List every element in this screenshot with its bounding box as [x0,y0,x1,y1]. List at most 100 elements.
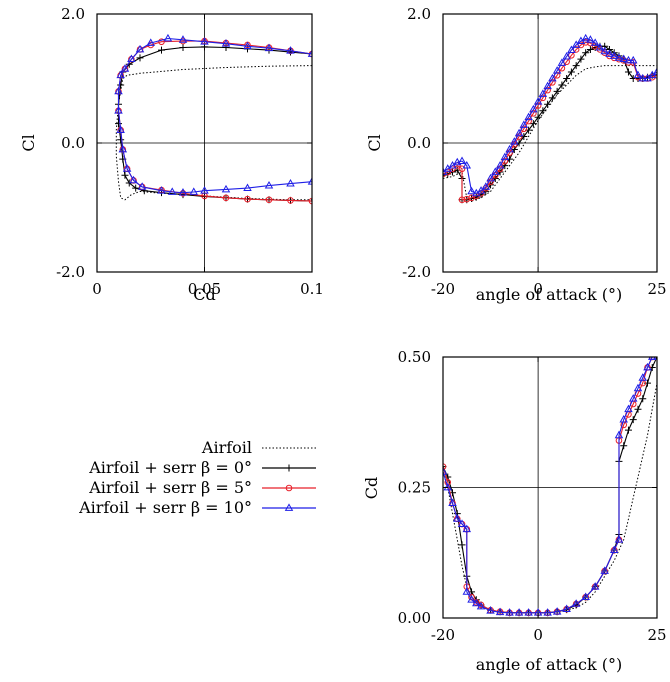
polar-serr0-point [115,120,122,128]
cl-alpha-serr10-point [628,55,638,64]
polar-series-serr10-line [117,37,312,194]
cd-alpha-serr10-point [514,608,524,616]
polar-serr5-point [244,195,251,203]
cl-alpha-serr10-point [476,186,486,194]
polar-panel: 0 0.05 0.1 -2.0 0.0 2.0 Cd Cl [19,5,324,304]
cl-alpha-serr10-point [600,46,609,55]
polar-serr10-point [114,106,123,114]
polar-serr5-point [287,197,294,204]
polar-plot-area [114,33,312,205]
polar-serr5-point [158,38,165,46]
cl-alpha-serr10-point [529,104,538,113]
legend-label-serr0: Airfoil + serr β = 0° [88,458,252,477]
cd-alpha-serr10-point [614,535,624,543]
cd-alpha-series-serr10-line [443,357,657,614]
cd-alpha-series-serr5-markers [443,357,657,617]
cl-alpha-serr0-point [529,120,537,128]
cd-alpha-series-serr0-markers [443,357,657,617]
cd-alpha-serr10-point [472,598,481,607]
cl-alpha-serr10-point [638,73,647,82]
polar-serr10-point [200,186,209,194]
cl-alpha-ytick-label: 0.0 [407,134,431,152]
legend-serr0-marker-icon [285,464,293,472]
cl-alpha-serr0-point [586,45,594,53]
polar-series-serr5-line [117,40,312,202]
legend-entry-airfoil: Airfoil [201,438,316,457]
cl-alpha-serr0-point [567,68,575,76]
polar-serr10-point [167,187,177,195]
polar-serr10-point [157,186,166,194]
polar-ytick-label: 0.0 [61,134,85,152]
cl-alpha-serr0-point [624,68,632,76]
cl-alpha-serr10-point [552,66,562,74]
cl-alpha-serr10-point [609,51,619,59]
cl-alpha-serr10-point [486,173,495,182]
cd-alpha-xlabel: angle of attack (°) [476,655,623,674]
polar-serr10-point [129,175,138,184]
polar-serr10-point [135,44,145,53]
cd-alpha-serr10-point [609,545,619,554]
polar-serr10-point [286,46,295,54]
cd-alpha-serr10-point [448,498,457,507]
polar-xtick-label: 0.1 [300,280,324,298]
cd-alpha-serr10-point [552,607,562,615]
cl-alpha-serr0-point [553,87,561,95]
legend-label-serr5: Airfoil + serr β = 5° [88,478,252,497]
polar-serr5-point [265,196,273,204]
cd-alpha-serr10-point [581,592,590,601]
polar-serr10-point [114,86,123,95]
polar-serr10-point [189,187,199,195]
legend-marker-serr5 [285,484,293,492]
cd-alpha-serr10-point [453,514,462,522]
polar-serr10-point [127,54,136,63]
cl-alpha-serr10-point [633,70,643,79]
cl-alpha-serr10-point [453,157,462,166]
polar-serr0-point [179,44,187,52]
cd-alpha-plot-area [443,357,657,617]
polar-serr10-point [286,179,295,187]
cl-alpha-ylabel: Cl [365,134,384,151]
polar-serr0-point [117,81,125,89]
cl-alpha-serr10-point [524,112,533,121]
polar-serr10-point [178,35,188,43]
cd-alpha-serr10-point [571,599,581,607]
cl-alpha-serr10-point [519,120,529,128]
polar-ylabel: Cl [19,134,38,151]
polar-serr10-point [120,64,130,72]
cd-alpha-serr0-point [624,426,632,434]
cl-alpha-xtick-label: -20 [431,280,455,298]
cd-alpha-ytick-label: 0.25 [398,479,431,497]
cl-alpha-xtick-label: 25 [647,280,666,298]
legend-serr5-marker-icon [285,484,293,492]
cd-alpha-serr10-point [647,357,657,360]
cd-alpha-serr10-point [495,607,505,616]
cl-alpha-serr10-point [548,73,557,82]
cl-alpha-series-serr0-markers [443,42,657,204]
cl-alpha-serr0-point [558,81,566,89]
cd-alpha-zero-lines [443,357,657,618]
cl-alpha-series-serr5-markers [443,39,657,204]
cl-alpha-ytick-label: 2.0 [407,5,431,23]
cl-alpha-serr10-point [619,54,628,63]
polar-xtick-label: 0 [92,280,102,298]
polar-serr10-point [243,41,252,50]
cl-alpha-serr10-point [500,152,510,161]
polar-serr0-point [132,184,140,192]
cl-alpha-ticks: -20 0 25 -2.0 0.0 2.0 [402,5,666,298]
cl-alpha-serr10-point [543,81,552,90]
cl-alpha-serr10-point [457,156,467,164]
cl-alpha-serr10-point [462,160,472,169]
cd-alpha-series-serr0-line [443,357,657,614]
polar-serr5-point [222,194,230,202]
cl-alpha-xlabel: angle of attack (°) [476,285,623,304]
cl-alpha-serr10-point [652,67,657,75]
cl-alpha-serr10-point [562,51,571,60]
cl-alpha-serr10-point [595,42,605,51]
cl-alpha-serr10-point [624,55,633,64]
polar-serr10-point [122,164,132,172]
cl-alpha-series-serr0-line [443,45,657,201]
legend-entry-serr10: Airfoil + serr β = 10° [78,498,316,517]
cd-alpha-serr0-point [629,416,637,424]
polar-xtick-label: 0.05 [188,280,221,298]
cd-alpha-serr10-point [600,566,609,574]
